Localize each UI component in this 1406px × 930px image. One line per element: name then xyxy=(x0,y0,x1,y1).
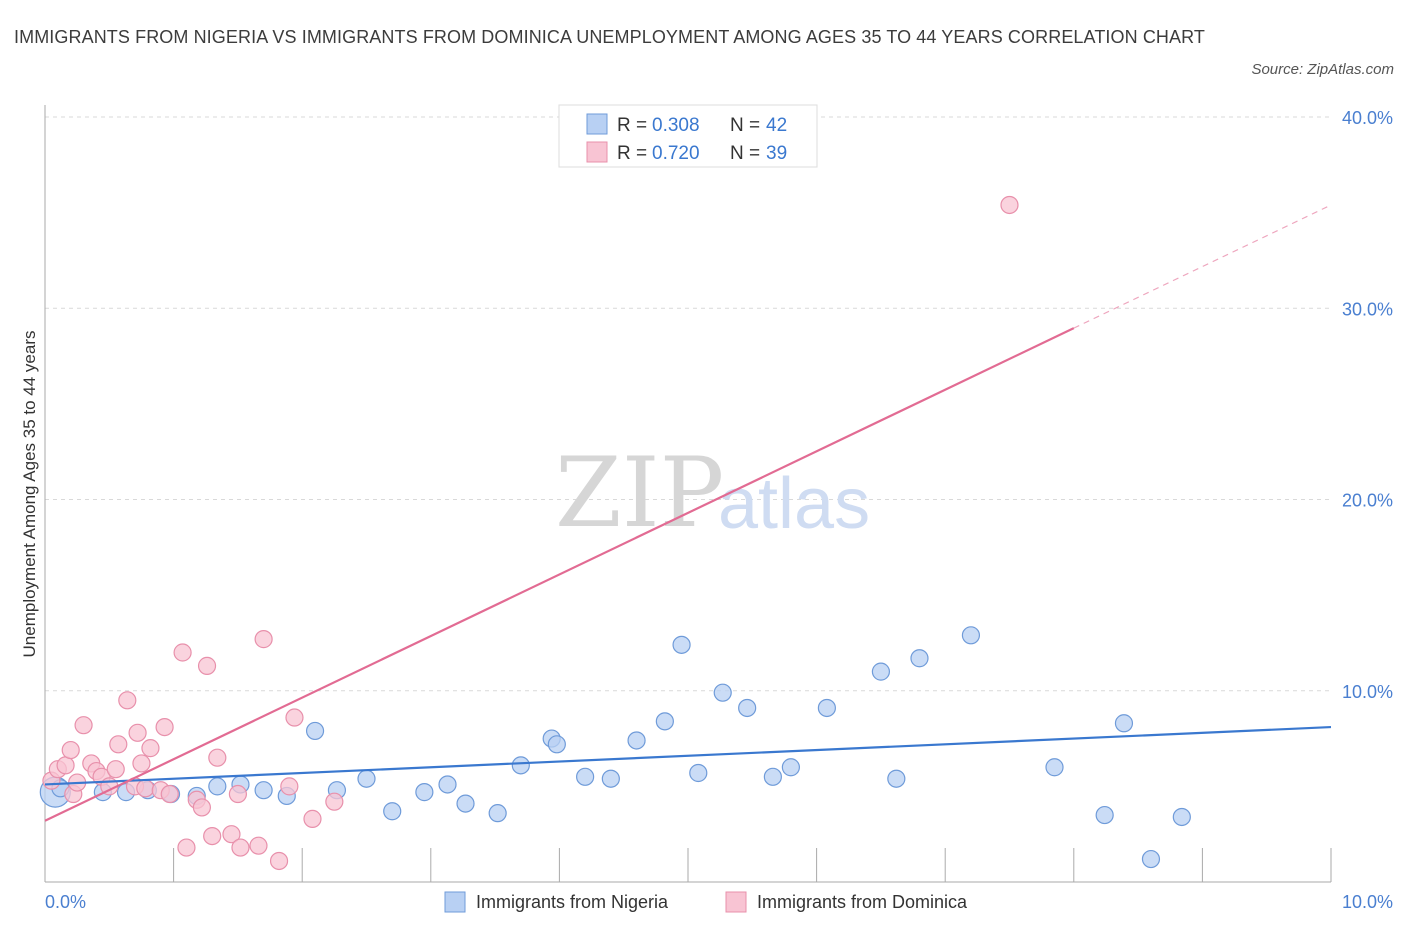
legend-swatch-nigeria xyxy=(586,113,608,135)
dominica-point-37 xyxy=(303,809,322,828)
nigeria-point-29 xyxy=(738,698,757,718)
nigeria-point-21 xyxy=(547,735,566,754)
nigeria-point-23 xyxy=(601,769,620,788)
dominica-point-12 xyxy=(109,735,128,754)
dominica-point-2 xyxy=(56,756,75,775)
watermark-atlas: atlas xyxy=(718,464,870,544)
dominica-point-32 xyxy=(249,836,268,855)
dominica-point-26 xyxy=(197,656,217,675)
dominica-point-31 xyxy=(231,838,250,857)
dominica-point-20 xyxy=(155,717,174,737)
bottom-legend-label-dominica: Immigrants from Dominica xyxy=(757,892,968,912)
nigeria-point-7 xyxy=(208,777,227,796)
nigeria-point-40 xyxy=(1141,849,1161,869)
nigeria-point-17 xyxy=(456,794,475,813)
nigeria-point-27 xyxy=(689,763,708,783)
legend-n-value-dominica: 39 xyxy=(766,143,787,164)
legend-n-label-nigeria: N = xyxy=(730,115,760,136)
legend-swatch-dominica xyxy=(586,141,608,163)
dominica-point-34 xyxy=(269,851,289,871)
trend-line-extension-1 xyxy=(1073,204,1332,329)
dominica-point-22 xyxy=(173,643,192,662)
nigeria-point-14 xyxy=(383,802,402,821)
dominica-point-38 xyxy=(325,792,344,811)
dominica-point-35 xyxy=(280,777,299,796)
legend-n-value-nigeria: 42 xyxy=(766,115,787,136)
bottom-legend: Immigrants from Nigeria Immigrants from … xyxy=(444,891,968,913)
legend-r-value-nigeria: 0.308 xyxy=(652,115,700,136)
trend-line-1 xyxy=(44,327,1075,822)
dominica-points xyxy=(42,195,1019,871)
dominica-point-29 xyxy=(222,825,241,844)
dominica-point-21 xyxy=(160,784,179,804)
nigeria-point-18 xyxy=(488,804,507,823)
dominica-point-27 xyxy=(203,826,222,846)
watermark-zip: ZIP xyxy=(555,437,724,549)
y-tick-label-1: 20.0% xyxy=(1342,491,1393,511)
dominica-point-36 xyxy=(285,708,304,727)
dominica-point-13 xyxy=(118,691,137,710)
nigeria-point-30 xyxy=(763,767,782,786)
legend-r-value-dominica: 0.720 xyxy=(652,143,700,164)
y-tick-label-3: 40.0% xyxy=(1342,108,1393,128)
nigeria-point-9 xyxy=(254,781,273,800)
legend-n-label-dominica: N = xyxy=(730,143,760,164)
nigeria-point-34 xyxy=(887,769,906,788)
nigeria-point-33 xyxy=(871,662,891,681)
dominica-point-23 xyxy=(177,838,196,857)
nigeria-point-19 xyxy=(511,756,530,775)
dominica-point-39 xyxy=(1000,195,1019,215)
source-label: Source: ZipAtlas.com xyxy=(1251,61,1394,78)
dominica-point-30 xyxy=(228,784,247,804)
y-axis-label: Unemployment Among Ages 35 to 44 years xyxy=(20,331,39,658)
bottom-legend-swatch-dominica xyxy=(725,891,747,913)
nigeria-point-24 xyxy=(627,731,646,750)
y-axis-tick-labels: 10.0% 20.0% 30.0% 40.0% xyxy=(1342,108,1393,702)
dominica-point-25 xyxy=(192,798,211,817)
nigeria-point-35 xyxy=(910,649,929,668)
nigeria-point-31 xyxy=(781,758,800,777)
dominica-point-28 xyxy=(208,748,227,767)
nigeria-point-16 xyxy=(438,775,457,794)
dominica-point-15 xyxy=(128,723,147,742)
x-axis-ticks xyxy=(173,848,1332,882)
y-tick-label-2: 30.0% xyxy=(1342,299,1393,319)
nigeria-point-41 xyxy=(1172,807,1191,827)
legend-r-label-nigeria: R = xyxy=(617,115,647,136)
bottom-legend-label-nigeria: Immigrants from Nigeria xyxy=(476,892,669,912)
nigeria-point-36 xyxy=(961,626,981,645)
trend-lines xyxy=(44,204,1332,822)
chart-title: IMMIGRANTS FROM NIGERIA VS IMMIGRANTS FR… xyxy=(14,27,1205,47)
nigeria-point-15 xyxy=(415,783,434,802)
grid-lines xyxy=(45,116,1331,692)
top-legend: R = 0.308 N = 42 R = 0.720 N = 39 xyxy=(558,104,818,168)
nigeria-point-32 xyxy=(817,698,836,718)
nigeria-point-13 xyxy=(357,769,376,788)
x-tick-label-min: 0.0% xyxy=(45,892,86,912)
nigeria-point-38 xyxy=(1095,805,1114,825)
nigeria-point-22 xyxy=(576,767,595,786)
dominica-point-33 xyxy=(254,630,273,649)
dominica-point-16 xyxy=(132,754,151,773)
legend-r-label-dominica: R = xyxy=(617,143,647,164)
dominica-point-11 xyxy=(106,760,125,779)
nigeria-point-37 xyxy=(1045,758,1064,777)
nigeria-point-28 xyxy=(713,683,732,702)
trend-line-0 xyxy=(44,725,1332,786)
nigeria-point-11 xyxy=(305,721,325,741)
dominica-point-3 xyxy=(61,740,80,760)
x-tick-label-max: 10.0% xyxy=(1342,892,1393,912)
watermark: ZIP atlas xyxy=(555,437,870,549)
y-tick-label-0: 10.0% xyxy=(1342,682,1393,702)
dominica-point-18 xyxy=(141,739,160,758)
nigeria-point-39 xyxy=(1114,714,1134,733)
nigeria-point-25 xyxy=(655,712,674,731)
bottom-legend-swatch-nigeria xyxy=(444,891,466,913)
nigeria-point-26 xyxy=(672,635,691,654)
dominica-point-17 xyxy=(136,779,155,798)
dominica-point-6 xyxy=(74,716,93,735)
